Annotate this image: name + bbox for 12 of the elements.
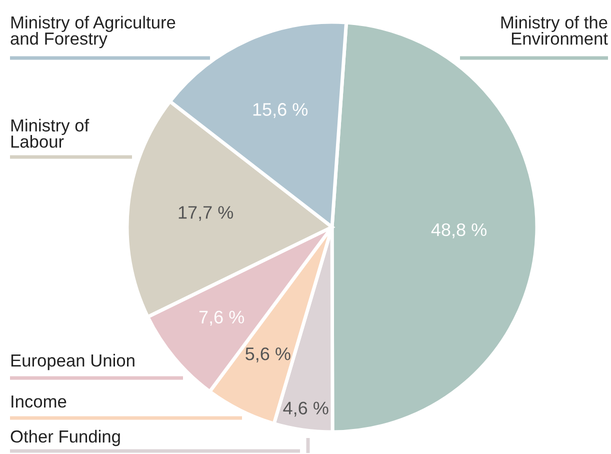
slice-label: Ministry of Agriculture and Forestry bbox=[10, 16, 176, 48]
data-label: 48,8 % bbox=[431, 223, 486, 238]
data-label: 17,7 % bbox=[178, 206, 234, 221]
data-label: 5,6 % bbox=[246, 347, 290, 362]
slice-label: European Union bbox=[11, 354, 134, 370]
slice-label: Income bbox=[12, 396, 66, 408]
data-label: 7,6 % bbox=[199, 310, 244, 326]
slice-label: Ministry of the Environment bbox=[501, 16, 608, 45]
data-label: 15,6 % bbox=[253, 103, 308, 118]
data-label: 4,6 % bbox=[283, 402, 328, 417]
slice-label: Ministry of Labour bbox=[11, 118, 90, 148]
slice-label: Other Funding bbox=[10, 430, 120, 446]
